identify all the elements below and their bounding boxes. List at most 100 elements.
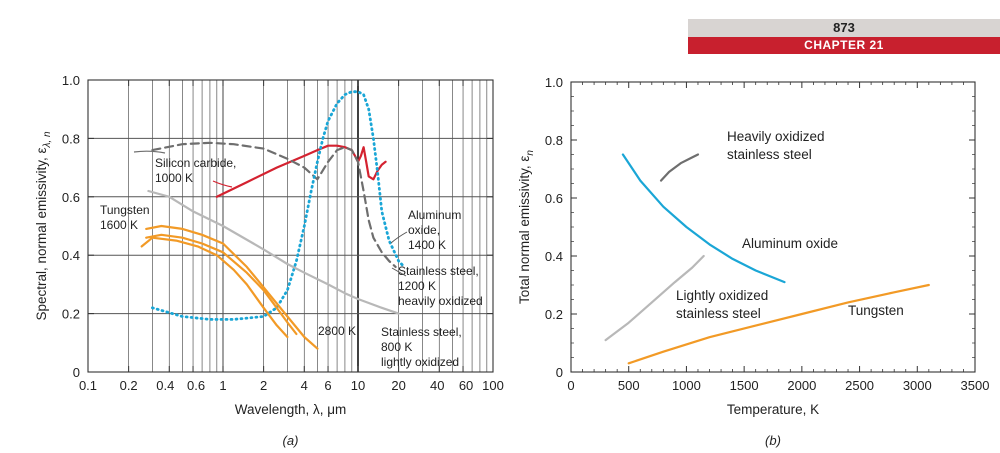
- leader-silicon-carbide: [212, 180, 233, 188]
- annotation-al_label: Aluminum oxide: [742, 236, 838, 251]
- annotation-line: Aluminum oxide: [742, 236, 838, 251]
- annotation-line: 1200 K: [398, 279, 436, 293]
- annotation-line: 800 K: [381, 340, 412, 354]
- x-tick-label: 60: [459, 378, 473, 393]
- annotation-line: oxide,: [408, 223, 440, 237]
- annotation-line: stainless steel: [676, 306, 761, 321]
- plot-frame: [87, 79, 494, 373]
- y-tick-label: 1.0: [545, 75, 563, 90]
- y-tick-label: 0.8: [545, 133, 563, 148]
- series-line-ss_light: [604, 254, 705, 342]
- y-tick-label: 1.0: [62, 73, 80, 88]
- annotation-t2800_label: 2800 K: [318, 324, 356, 338]
- x-tick-label: 40: [430, 378, 444, 393]
- series-line-w1: [145, 224, 319, 350]
- x-axis-label: Wavelength, λ, μm: [235, 402, 347, 417]
- leader-stainless-heavy: [391, 267, 407, 277]
- y-tick-label: 0: [73, 365, 80, 380]
- y-axis-label-main: Spectral, normal emissivity, ε: [34, 147, 49, 320]
- x-tick-label: 500: [618, 378, 640, 393]
- annotation-sic_label: Silicon carbide, 1000 K: [155, 156, 236, 185]
- chart-panel-b: 0 500 1000 1500 2000 2500 3000 3500 0 0.2 0.4 0.6 0.…: [517, 75, 989, 448]
- annotation-line: Lightly oxidized: [676, 288, 768, 303]
- x-tick-label: 1000: [672, 378, 701, 393]
- x-tick-label: 100: [482, 378, 504, 393]
- annotation-line: heavily oxidized: [398, 294, 483, 308]
- x-tick-label: 20: [391, 378, 405, 393]
- x-tick-label: 1500: [730, 378, 759, 393]
- annotation-al_label: Aluminum oxide, 1400 K: [408, 208, 461, 252]
- x-tick-label: 0.6: [187, 378, 205, 393]
- x-tick-label: 6: [324, 378, 331, 393]
- y-tick-label: 0.4: [62, 248, 80, 263]
- x-tick-label: 0: [567, 378, 574, 393]
- series-line-al2o3: [150, 90, 406, 321]
- y-axis-label: Total normal emissivity, εn: [517, 150, 536, 304]
- series-line-sic: [215, 144, 387, 198]
- x-tick-label: 0.2: [120, 378, 138, 393]
- series-line-w2: [145, 233, 298, 336]
- x-tick-label: 10: [351, 378, 365, 393]
- y-tick-label: 0.6: [545, 191, 563, 206]
- y-tick-label: 0.8: [62, 131, 80, 146]
- y-tick-label: 0.4: [545, 249, 563, 264]
- series-line-al2o3: [621, 153, 786, 284]
- y-tick-label: 0.2: [545, 307, 563, 322]
- y-axis-label: Spectral, normal emissivity, ελ, n: [34, 131, 53, 321]
- panel-label: (a): [283, 433, 299, 448]
- annotation-w_label: Tungsten: [848, 303, 904, 318]
- annotation-line: Aluminum: [408, 208, 461, 222]
- series-line-ss_heavy: [659, 153, 700, 182]
- series-group: [604, 153, 930, 365]
- x-tick-label: 3000: [903, 378, 932, 393]
- series-line-ss_light: [147, 189, 400, 315]
- chart-panel-a: 0.1 0.2 0.4 0.6 1 2 4 6 10 20 40 60 100 0 0.2 0.4 0.6 0.8…: [34, 73, 504, 448]
- leader-silicon-dashed: [133, 150, 166, 154]
- series-line-w: [627, 283, 930, 365]
- x-tick-label: 0.4: [156, 378, 174, 393]
- y-tick-label: 0.2: [62, 307, 80, 322]
- series-line-w3: [140, 236, 289, 339]
- plot-frame: [570, 81, 976, 373]
- annotations: Heavily oxidized stainless steel Aluminum …: [676, 129, 904, 321]
- annotation-line: Silicon carbide,: [155, 156, 236, 170]
- annotation-line: Tungsten: [100, 203, 150, 217]
- x-tick-label: 3500: [961, 378, 990, 393]
- annotation-line: stainless steel: [727, 147, 812, 162]
- annotation-line: Stainless steel,: [398, 264, 479, 278]
- annotation-heavy_label: Heavily oxidized stainless steel: [727, 129, 825, 162]
- y-tick-label: 0.6: [62, 190, 80, 205]
- y-axis-label-main: Total normal emissivity, ε: [517, 156, 532, 304]
- annotation-light_label: Lightly oxidized stainless steel: [676, 288, 768, 321]
- annotation-line: Heavily oxidized: [727, 129, 825, 144]
- leader-aluminum: [390, 231, 408, 244]
- panel-label: (b): [765, 433, 781, 448]
- annotation-line: 2800 K: [318, 324, 356, 338]
- chapter-banner: CHAPTER 21: [688, 37, 1000, 54]
- annotation-line: Stainless steel,: [381, 325, 462, 339]
- x-tick-label: 2500: [845, 378, 874, 393]
- series-group: [140, 90, 406, 350]
- x-axis-label: Temperature, K: [727, 402, 819, 417]
- series-line-sic_dash: [151, 141, 397, 268]
- x-tick-label: 0.1: [79, 378, 97, 393]
- annotation-line: lightly oxidized: [381, 355, 459, 369]
- x-tick-label: 2: [260, 378, 267, 393]
- annotation-line: 1000 K: [155, 171, 193, 185]
- y-axis-label-subscript: n: [525, 150, 536, 156]
- x-tick-label: 4: [301, 378, 308, 393]
- annotation-line: 1400 K: [408, 238, 446, 252]
- page-header: 873 CHAPTER 21: [688, 19, 1000, 54]
- annotation-line: Tungsten: [848, 303, 904, 318]
- x-tick-label: 1: [219, 378, 226, 393]
- y-tick-label: 0: [556, 365, 563, 380]
- annotation-line: 1600 K: [100, 218, 138, 232]
- y-axis-label-subscript: λ, n: [42, 131, 53, 148]
- x-tick-label: 2000: [787, 378, 816, 393]
- annotation-w_label: Tungsten 1600 K: [100, 203, 150, 232]
- page-number: 873: [688, 19, 1000, 37]
